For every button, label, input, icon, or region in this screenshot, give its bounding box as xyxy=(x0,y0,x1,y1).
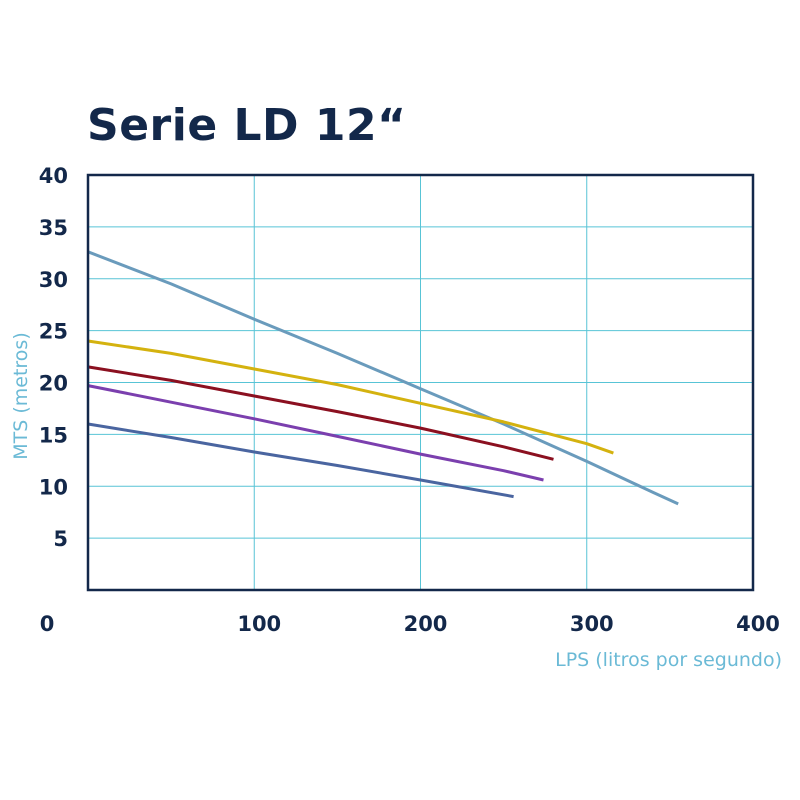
x-axis-ticks: 100 200 300 400 xyxy=(237,612,780,636)
x-axis-label: LPS (litros por segundo) xyxy=(555,649,782,671)
series-line-5 xyxy=(87,422,514,499)
chart-title: Serie LD 12“ xyxy=(87,100,407,151)
y-axis-label: MTS (metros) xyxy=(10,332,32,460)
x-tick-label: 300 xyxy=(570,612,614,636)
y-tick-label: 25 xyxy=(39,320,68,344)
series-line-3 xyxy=(87,365,554,461)
y-tick-label: 15 xyxy=(39,423,68,447)
y-tick-label: 20 xyxy=(39,372,68,396)
series-lines xyxy=(87,250,679,506)
x-tick-label: 200 xyxy=(404,612,448,636)
series-line-2 xyxy=(87,339,614,455)
y-axis-ticks: 5 10 15 20 25 30 35 40 xyxy=(39,164,68,551)
series-line-1 xyxy=(87,250,679,506)
x-tick-label-zero: 0 xyxy=(40,612,55,636)
y-tick-label: 40 xyxy=(39,164,68,188)
series-line-4 xyxy=(87,384,544,482)
y-tick-label: 10 xyxy=(39,475,68,499)
x-tick-label: 100 xyxy=(237,612,281,636)
y-tick-label: 35 xyxy=(39,216,68,240)
x-tick-label: 400 xyxy=(736,612,780,636)
plot-frame xyxy=(86,173,755,592)
y-tick-label: 5 xyxy=(53,527,68,551)
y-tick-label: 30 xyxy=(39,268,68,292)
